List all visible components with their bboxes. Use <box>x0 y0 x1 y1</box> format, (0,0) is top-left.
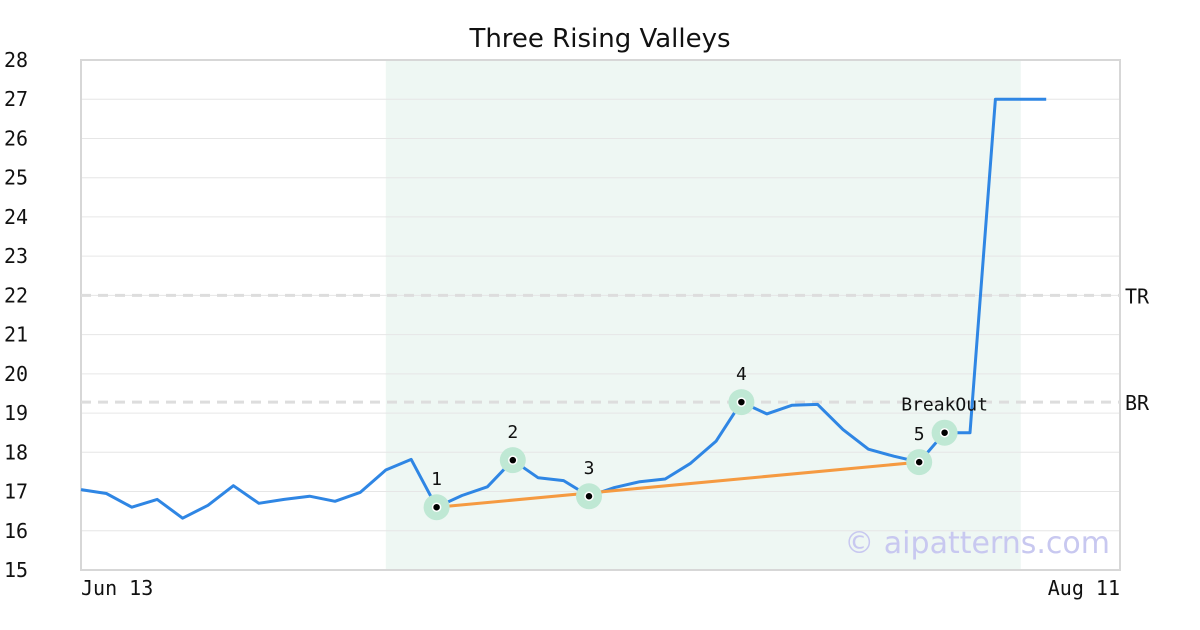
y-tick-label: 21 <box>4 323 28 347</box>
highlight-region <box>385 60 1021 570</box>
reference-label-tr: TR <box>1125 284 1150 308</box>
y-tick-label: 18 <box>4 440 28 464</box>
y-tick-label: 17 <box>4 480 28 504</box>
y-tick-label: 22 <box>4 283 28 307</box>
pattern-point-label: 2 <box>507 422 518 443</box>
watermark: © aipatterns.com <box>844 526 1110 561</box>
pattern-point-5 <box>914 457 924 467</box>
price-series-line <box>80 97 1047 520</box>
pattern-point-1 <box>431 502 442 512</box>
y-tick-label: 15 <box>4 558 28 582</box>
pattern-point-3 <box>584 491 594 501</box>
y-tick-label: 27 <box>4 87 28 111</box>
pattern-point-label: 5 <box>914 424 925 445</box>
y-tick-label: 23 <box>4 244 28 268</box>
pattern-point-4 <box>736 397 747 407</box>
y-tick-label: 20 <box>4 362 28 386</box>
pattern-point-2 <box>508 455 518 465</box>
y-tick-label: 16 <box>4 519 28 543</box>
valley-trendline <box>436 460 920 509</box>
pattern-point-label: 4 <box>736 364 747 385</box>
y-tick-label: 28 <box>4 48 28 72</box>
y-tick-label: 25 <box>4 166 28 190</box>
y-tick-label: 26 <box>4 126 28 150</box>
pattern-point-breakout <box>939 427 950 438</box>
x-tick-label: Jun 13 <box>81 576 153 600</box>
pattern-point-label: 3 <box>584 458 595 479</box>
x-tick-label: Aug 11 <box>1048 576 1120 600</box>
plot-frame <box>80 59 1121 571</box>
chart-title: Three Rising Valleys <box>469 24 731 54</box>
y-tick-label: 19 <box>4 401 28 425</box>
pattern-point-label: 1 <box>431 469 442 490</box>
reference-label-br: BR <box>1125 391 1150 415</box>
y-tick-label: 24 <box>4 205 28 229</box>
pattern-point-label: BreakOut <box>901 395 988 416</box>
